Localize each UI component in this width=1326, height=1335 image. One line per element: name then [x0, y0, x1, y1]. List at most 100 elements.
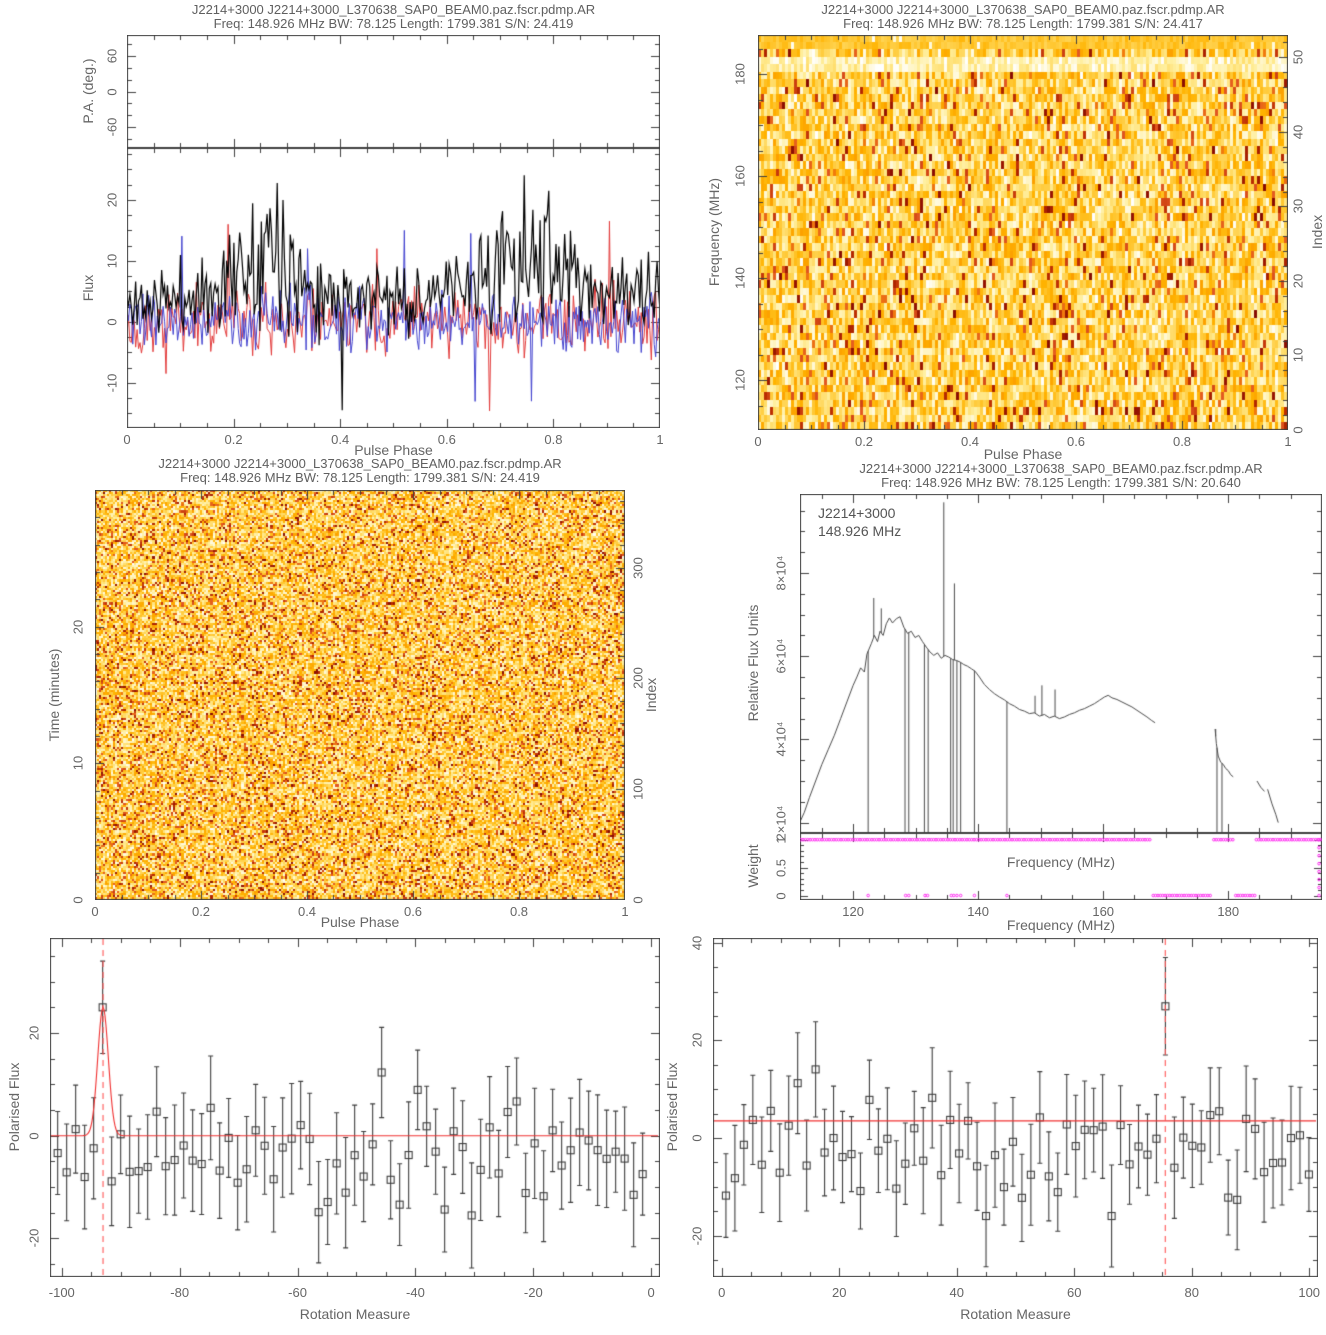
index-y2-tick-label: 50 [1290, 50, 1306, 65]
index-y2-tick-label: 100 [630, 778, 646, 801]
p6-y-tick-label: 0 [689, 1134, 705, 1142]
p5-y-tick-label: -20 [26, 1229, 42, 1248]
panel2-title-line2: Freq: 148.926 MHz BW: 78.125 Length: 179… [843, 16, 1203, 31]
panel1-flux-axis-label: Flux [80, 274, 96, 302]
index-y2-tick-label: 300 [630, 556, 646, 579]
flux-x-tick-label: 0.2 [224, 432, 243, 447]
p6-x-tick-label: 100 [1298, 1285, 1321, 1300]
rm-scan-positive-canvas [713, 938, 1318, 1277]
index-y2-tick-label: 10 [1290, 348, 1306, 363]
rm-scan-negative-canvas [50, 938, 660, 1277]
flux-profile-canvas [127, 148, 660, 428]
panel5-x-axis-label: Rotation Measure [299, 1306, 411, 1322]
panel4-title-line2: Freq: 148.926 MHz BW: 78.125 Length: 179… [881, 475, 1241, 490]
p6-x-tick-label: 60 [1067, 1285, 1082, 1300]
p5-y-tick-label: 0 [26, 1132, 42, 1140]
index-y2-tick-label: 200 [630, 667, 646, 690]
freq-y-tick-label: 120 [732, 369, 748, 391]
flux-x-tick-label: 0.8 [544, 432, 563, 447]
bandpass-y-tick-label: 8×10⁴ [773, 555, 789, 591]
bandpass-y-tick-label: 2×10⁴ [773, 805, 789, 841]
weight-y-tick-label: 0 [773, 891, 789, 900]
bandpass-y-tick-label: 4×10⁴ [773, 721, 789, 757]
weight-y-tick-label: 1 [773, 836, 789, 844]
p6-x-tick-label: 40 [949, 1285, 964, 1300]
pa-y-tick-label: 0 [104, 87, 120, 96]
p3-x-tick-label: 0.4 [297, 904, 317, 919]
phase-frequency-heatmap-canvas [758, 35, 1288, 430]
pa-y-tick-label: 60 [104, 48, 120, 64]
panel2-title-line1: J2214+3000 J2214+3000_L370638_SAP0_BEAM0… [821, 2, 1225, 17]
p2-x-tick-label: 0.4 [960, 434, 980, 449]
panel6-x-axis-label: Rotation Measure [960, 1306, 1071, 1322]
bandpass-y-tick-label: 6×10⁴ [773, 638, 789, 674]
p2-x-tick-label: 0.6 [1066, 434, 1086, 449]
panel1-x-axis-label: Pulse Phase [354, 442, 433, 458]
panel4-x-axis-label: Frequency (MHz) [1006, 917, 1116, 933]
panel3-title-line2: Freq: 148.926 MHz BW: 78.125 Length: 179… [180, 470, 540, 485]
bandpass-plot-canvas [800, 494, 1322, 833]
p5-x-tick-label: -60 [288, 1285, 307, 1300]
p6-y-tick-label: -20 [689, 1226, 705, 1245]
flux-y-tick-label: -10 [104, 373, 120, 393]
p4-x-tick-label: 160 [1092, 904, 1115, 919]
p2-x-tick-label: 0.8 [1172, 434, 1192, 449]
p3-x-tick-label: 0.6 [403, 904, 423, 919]
p6-x-tick-label: 20 [832, 1285, 847, 1300]
p5-x-tick-label: 0 [647, 1285, 655, 1300]
index-y2-tick-label: 0 [630, 896, 646, 904]
panel4-title-line1: J2214+3000 J2214+3000_L370638_SAP0_BEAM0… [859, 461, 1263, 476]
panel3-x-axis-label: Pulse Phase [320, 914, 400, 930]
p3-x-tick-label: 1 [621, 904, 629, 919]
flux-x-tick-label: 0 [123, 432, 131, 447]
flux-x-tick-label: 1 [656, 432, 664, 447]
panel4-weight-axis-label: Weight [745, 844, 761, 888]
weight-plot-canvas [800, 833, 1322, 900]
p5-x-tick-label: -40 [406, 1285, 425, 1300]
p2-x-tick-label: 1 [1284, 434, 1292, 449]
flux-y-tick-label: 20 [104, 192, 120, 208]
panel1-title-line2: Freq: 148.926 MHz BW: 78.125 Length: 179… [213, 16, 574, 31]
p4-x-tick-label: 140 [967, 904, 990, 919]
panel3-y-axis-label: Time (minutes) [46, 648, 62, 742]
index-y2-tick-label: 40 [1290, 124, 1306, 140]
panel2-y2-axis-label: Index [1309, 214, 1325, 250]
time-y-tick-label: 0 [70, 896, 86, 904]
phase-time-heatmap-canvas [95, 490, 625, 900]
p4-x-tick-label: 180 [1217, 904, 1240, 919]
panel1-title-line1: J2214+3000 J2214+3000_L370638_SAP0_BEAM0… [191, 2, 596, 17]
weight-y-tick-label: 0.5 [773, 858, 789, 877]
panel5-y-axis-label: Polarised Flux [6, 1062, 22, 1152]
panel3-title-line1: J2214+3000 J2214+3000_L370638_SAP0_BEAM0… [158, 456, 562, 471]
pa-plot-canvas [127, 35, 660, 148]
time-y-tick-label: 20 [70, 619, 86, 634]
panel6-y-axis-label: Polarised Flux [664, 1062, 680, 1152]
p6-x-tick-label: 80 [1184, 1285, 1199, 1300]
panel2-y-axis-label: Frequency (MHz) [706, 177, 722, 287]
time-y-tick-label: 10 [70, 756, 86, 771]
panel1-pa-axis-label: P.A. (deg.) [80, 58, 96, 124]
pa-y-tick-label: -60 [104, 117, 120, 137]
index-y2-tick-label: 0 [1290, 426, 1306, 434]
freq-y-tick-label: 140 [732, 267, 748, 289]
flux-y-tick-label: 10 [104, 253, 120, 269]
flux-y-tick-label: 0 [104, 318, 120, 326]
p2-x-tick-label: 0 [754, 434, 762, 449]
freq-y-tick-label: 160 [732, 165, 748, 188]
panel4-y-axis-label: Relative Flux Units [745, 604, 761, 722]
p5-x-tick-label: -20 [523, 1285, 543, 1300]
p6-y-tick-label: 40 [689, 935, 705, 951]
p5-x-tick-label: -100 [48, 1285, 75, 1300]
p3-x-tick-label: 0.2 [191, 904, 211, 919]
p4-x-tick-label: 120 [842, 904, 864, 919]
panel2-x-axis-label: Pulse Phase [983, 446, 1063, 462]
p3-x-tick-label: 0 [91, 904, 99, 919]
freq-y-tick-label: 180 [732, 63, 748, 86]
index-y2-tick-label: 30 [1290, 199, 1306, 214]
p6-x-tick-label: 0 [718, 1285, 726, 1300]
p3-x-tick-label: 0.8 [509, 904, 529, 919]
flux-x-tick-label: 0.4 [331, 432, 350, 447]
flux-x-tick-label: 0.6 [437, 432, 456, 447]
p2-x-tick-label: 0.2 [854, 434, 874, 449]
